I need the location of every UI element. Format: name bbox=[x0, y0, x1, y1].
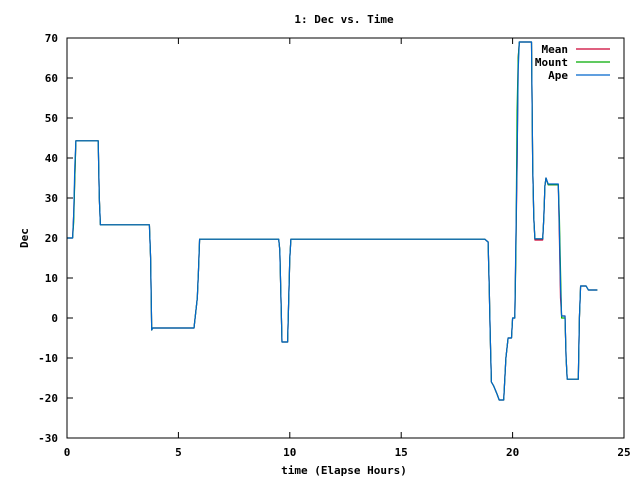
y-tick-label: 60 bbox=[45, 72, 58, 85]
legend-label-ape: Ape bbox=[548, 69, 568, 82]
x-tick-label: 10 bbox=[283, 446, 296, 459]
y-tick-label: -30 bbox=[38, 432, 58, 445]
legend-label-mount: Mount bbox=[535, 56, 568, 69]
y-tick-label: 20 bbox=[45, 232, 58, 245]
y-tick-label: 0 bbox=[51, 312, 58, 325]
plot-frame bbox=[66, 37, 625, 439]
y-tick-label: 70 bbox=[45, 32, 58, 45]
y-tick-label: -20 bbox=[38, 392, 58, 405]
y-tick-label: 50 bbox=[45, 112, 58, 125]
x-tick-label: 25 bbox=[617, 446, 630, 459]
y-tick-label: 40 bbox=[45, 152, 58, 165]
series-line-ape bbox=[67, 41, 598, 401]
x-axis-label: time (Elapse Hours) bbox=[281, 464, 407, 477]
chart-title: 1: Dec vs. Time bbox=[294, 13, 394, 26]
x-tick-label: 0 bbox=[64, 446, 71, 459]
y-axis-label: Dec bbox=[18, 228, 31, 248]
x-tick-label: 20 bbox=[506, 446, 519, 459]
y-tick-label: 30 bbox=[45, 192, 58, 205]
x-tick-label: 15 bbox=[395, 446, 408, 459]
y-tick-label: 10 bbox=[45, 272, 58, 285]
x-axis-ticks: 0 5 10 15 20 25 bbox=[64, 38, 631, 459]
y-axis-ticks: -30 -20 -10 0 10 20 30 40 50 60 70 bbox=[38, 32, 624, 445]
y-tick-label: -10 bbox=[38, 352, 58, 365]
legend-label-mean: Mean bbox=[542, 43, 569, 56]
data-series bbox=[67, 41, 598, 401]
x-tick-label: 5 bbox=[175, 446, 182, 459]
